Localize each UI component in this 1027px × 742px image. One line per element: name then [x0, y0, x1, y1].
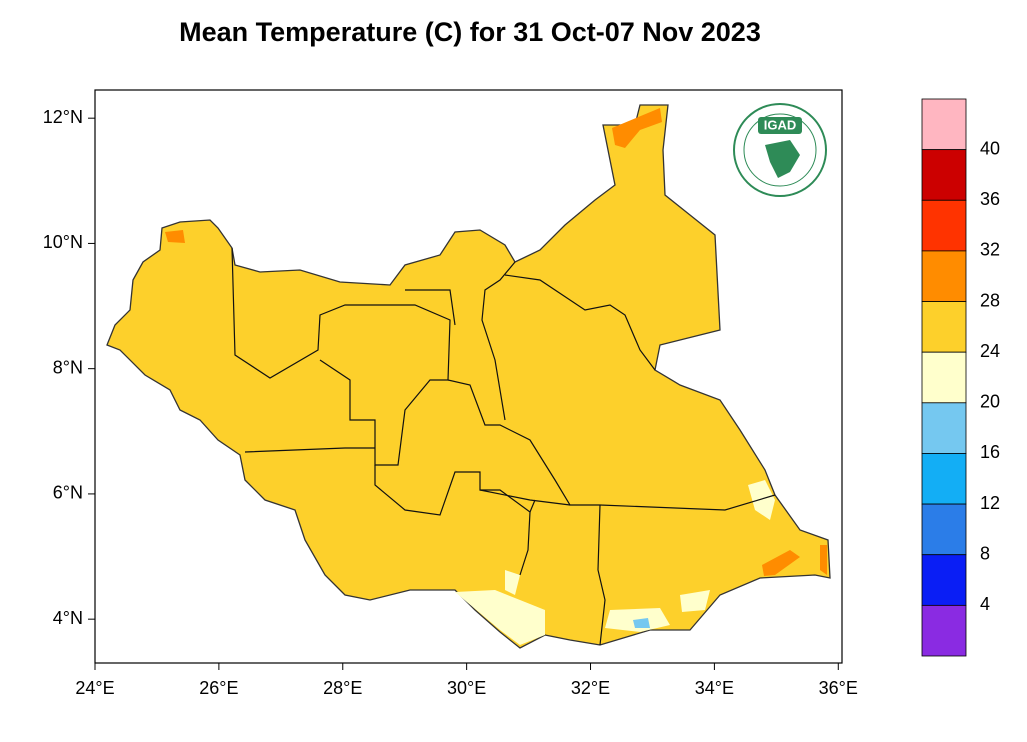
warm-patch — [165, 230, 185, 243]
x-tick-label: 36°E — [819, 678, 858, 698]
x-tick-label: 26°E — [199, 678, 238, 698]
colorbar-label: 32 — [980, 240, 1000, 260]
colorbar-label: 12 — [980, 493, 1000, 513]
x-tick-label: 30°E — [447, 678, 486, 698]
x-tick-label: 28°E — [323, 678, 362, 698]
colorbar-swatch — [921, 503, 967, 556]
logo-ring — [743, 113, 817, 187]
colorbar-swatch — [921, 351, 967, 404]
colorbar-swatch — [921, 301, 967, 353]
colorbar-swatch — [921, 149, 967, 201]
logo: IGAD — [733, 103, 827, 197]
colorbar-label: 28 — [980, 290, 1000, 310]
y-tick-label: 6°N — [53, 483, 83, 503]
colorbar-swatch — [921, 453, 967, 505]
logo-text: IGAD — [764, 117, 797, 132]
country — [106, 104, 831, 649]
y-tick-label: 8°N — [53, 357, 83, 377]
y-tick-label: 10°N — [43, 232, 83, 252]
x-tick-label: 34°E — [695, 678, 734, 698]
colorbar-swatch — [921, 98, 967, 151]
colorbar-label: 4 — [980, 594, 990, 614]
colorbar-label: 36 — [980, 189, 1000, 209]
colorbar-swatch — [921, 199, 967, 252]
x-tick-label: 32°E — [571, 678, 610, 698]
x-tick-label: 24°E — [75, 678, 114, 698]
colorbar-label: 20 — [980, 392, 1000, 412]
y-tick-label: 12°N — [43, 107, 83, 127]
state-borders — [231, 247, 776, 646]
y-tick-label: 4°N — [53, 608, 83, 628]
colorbar-swatch — [921, 554, 967, 606]
colorbar-label: 40 — [980, 138, 1000, 158]
colorbar-swatch — [921, 250, 967, 302]
warm-patch — [762, 545, 827, 576]
cold-patch — [633, 618, 650, 628]
logo-badge — [758, 117, 802, 134]
title: Mean Temperature (C) for 31 Oct-07 Nov 2… — [179, 17, 761, 47]
logo-continent — [765, 140, 800, 178]
cool-patch — [455, 480, 775, 645]
colorbar-label: 8 — [980, 543, 990, 563]
warm-patch — [612, 108, 662, 148]
axes: 24°E 26°E 28°E 30°E 32°E 34°E 36°E 4°N 6°N 8°N 10°… — [43, 107, 858, 698]
colorbar-swatch — [921, 402, 967, 454]
colorbar-swatch — [921, 604, 967, 657]
country-outline — [106, 104, 831, 649]
colorbar-label: 24 — [980, 341, 1000, 361]
colorbar-label: 16 — [980, 442, 1000, 462]
colorbar: 40 36 32 28 24 20 16 12 8 4 — [921, 98, 1000, 657]
